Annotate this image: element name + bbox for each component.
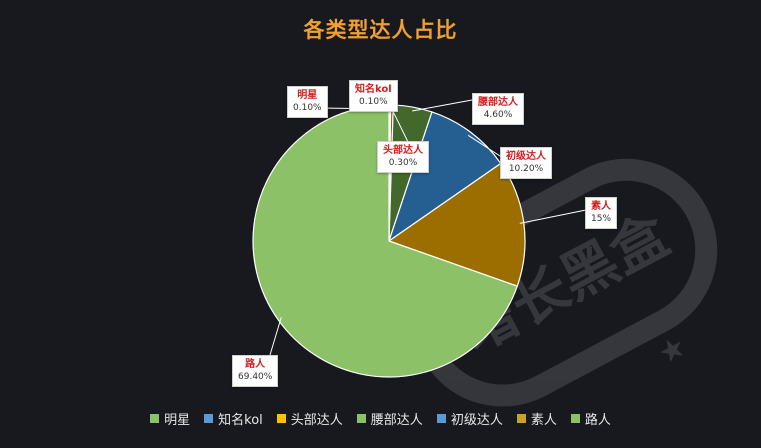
legend-item-1: 知名kol [204,409,263,428]
legend-swatch [516,414,526,423]
chart-title: 各类型达人占比 [303,18,458,42]
data-label-value: 0.10% [359,96,388,107]
data-label-name: 头部达人 [383,145,423,156]
data-label-2: 头部达人 0.30% [377,141,429,173]
legend-swatch [356,414,366,423]
legend-label: 初级达人 [450,413,503,428]
data-label-0: 明星 0.10% [287,86,328,118]
legend-swatch [204,414,214,423]
legend-item-3: 腰部达人 [356,409,423,428]
data-label-5: 素人 15% [585,197,618,229]
pie-slice-4 [387,111,502,243]
legend-label: 素人 [530,413,557,428]
legend-item-2: 头部达人 [276,409,343,428]
data-label-value: 0.30% [388,157,418,168]
data-label-name: 腰部达人 [478,97,518,108]
legend-label: 明星 [164,413,191,428]
data-label-6: 路人 69.40% [232,355,279,387]
data-label-4: 初级达人 10.20% [500,147,552,179]
data-label-name: 路人 [245,359,266,370]
leader-line-2 [391,108,409,143]
data-label-name: 知名kol [355,84,392,95]
legend-swatch [276,414,286,423]
data-label-3: 腰部达人 4.60% [472,93,524,125]
data-label-value: 4.60% [483,109,513,120]
legend-label: 知名kol [218,413,263,428]
legend-item-6: 路人 [570,409,611,428]
leader-line-6 [269,317,282,356]
data-label-value: 69.40% [238,371,273,382]
legend-swatch [570,414,580,423]
data-label-name: 初级达人 [506,151,546,162]
legend-label: 头部达人 [290,413,343,428]
leader-line-3 [412,99,473,112]
data-label-value: 10.20% [508,163,544,174]
legend-item-5: 素人 [516,409,557,428]
legend-swatch [436,414,446,423]
legend-label: 路人 [584,413,611,428]
leader-line-4 [467,134,501,157]
data-label-value: 15% [591,213,612,224]
data-label-value: 0.10% [293,102,322,113]
data-label-1: 知名kol 0.10% [349,80,398,112]
leader-line-5 [519,209,587,224]
chart-legend: 明星 知名kol 头部达人 腰部达人 初级达人 素人 路人 [0,409,761,428]
legend-item-0: 明星 [150,409,190,428]
pie-slice-6 [252,104,519,378]
legend-swatch [150,414,160,423]
data-label-name: 素人 [591,201,611,212]
legend-label: 腰部达人 [370,413,423,428]
data-label-name: 明星 [297,90,318,101]
legend-item-4: 初级达人 [436,409,503,428]
